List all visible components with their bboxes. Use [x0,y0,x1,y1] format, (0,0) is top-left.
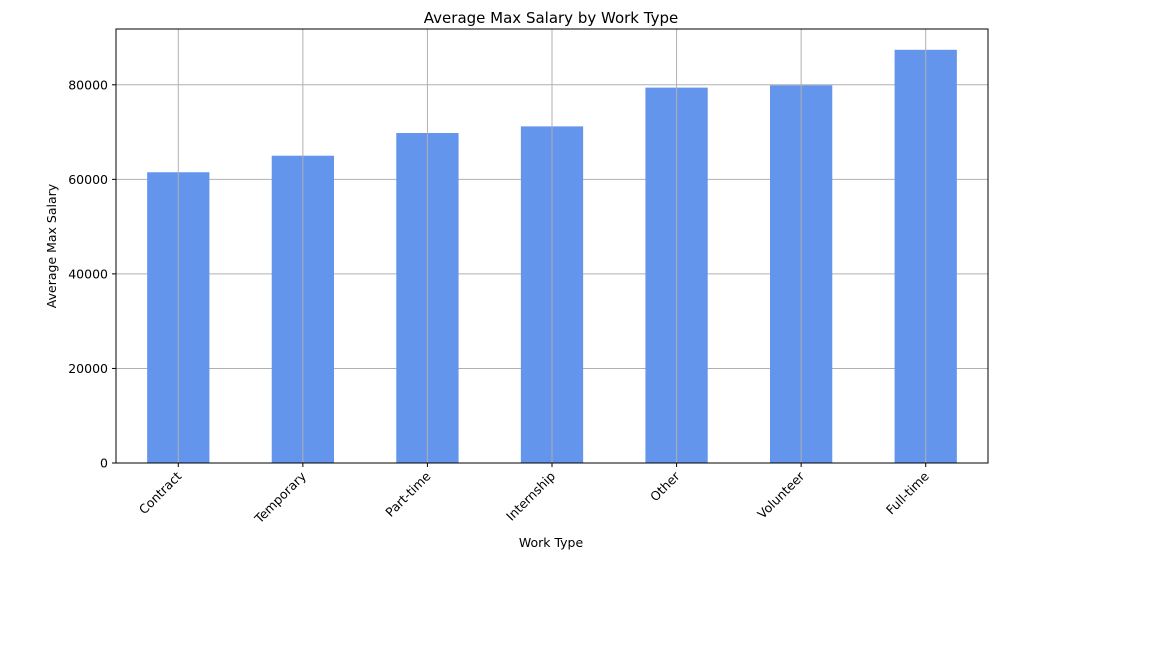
x-tick-label: Volunteer [754,468,808,522]
x-tick-label: Temporary [251,468,310,527]
x-tick-label: Contract [136,468,185,517]
chart-title: Average Max Salary by Work Type [424,9,678,27]
x-tick-label: Other [647,468,683,504]
y-tick-label: 40000 [68,266,108,281]
x-tick-label: Internship [503,468,558,523]
y-tick-label: 20000 [68,361,108,376]
y-tick-label: 80000 [68,77,108,92]
y-axis-ticks: 0 20000 40000 60000 80000 [68,77,116,471]
x-axis-ticks: Contract Temporary Part-time Internship Othe… [136,463,932,527]
y-tick-label: 0 [100,456,108,471]
x-tick-label: Part-time [382,468,433,519]
y-tick-label: 60000 [68,172,108,187]
x-axis-title: Work Type [519,535,584,550]
vertical-grid-layer [177,29,927,463]
x-tick-label: Full-time [883,468,932,517]
y-axis-title: Average Max Salary [44,183,59,308]
